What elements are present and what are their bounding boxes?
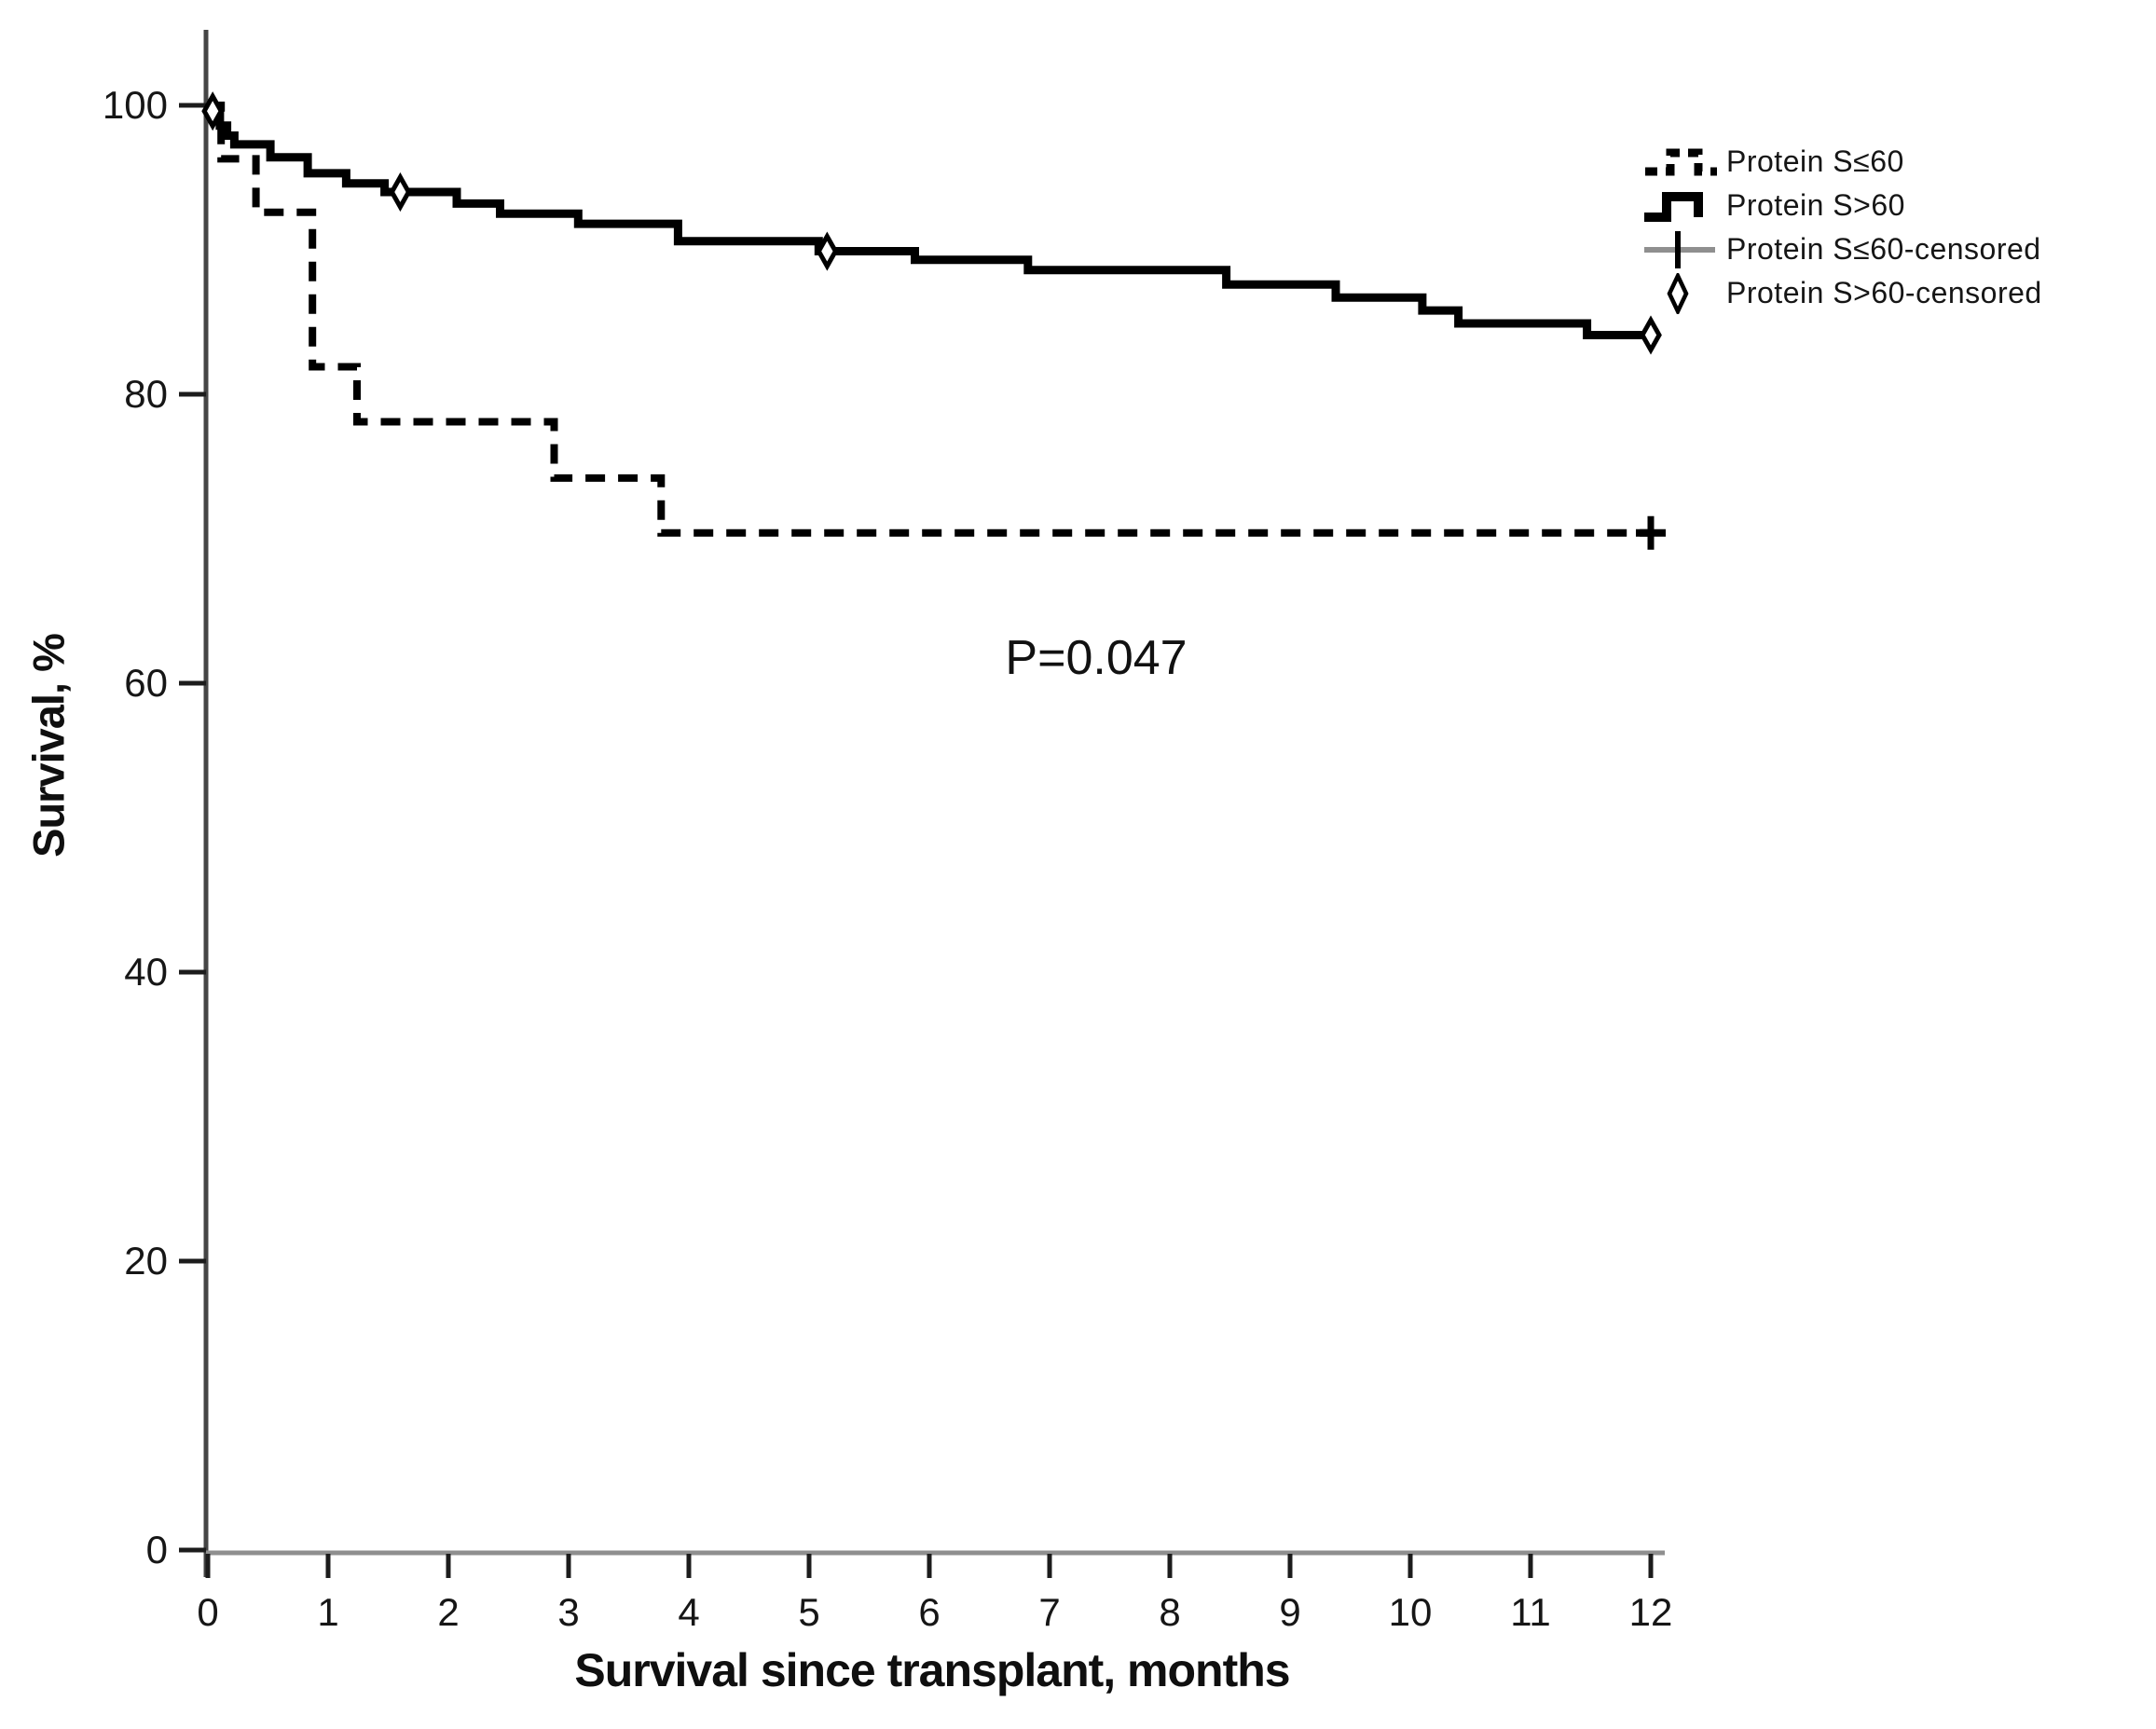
x-tick-label: 5: [798, 1590, 819, 1634]
x-tick-label: 4: [678, 1590, 699, 1634]
x-tick-label: 9: [1279, 1590, 1300, 1634]
x-tick-label: 11: [1510, 1590, 1551, 1634]
y-tick-label: 80: [124, 372, 168, 416]
curve-1-solid: [208, 101, 1651, 339]
y-tick-label: 100: [103, 83, 168, 127]
censor-diamond-marker: [1640, 315, 1662, 355]
x-tick-label: 10: [1389, 1590, 1433, 1634]
solid-step-line-icon: [1644, 191, 1703, 222]
p-value-annotation: P=0.047: [1005, 631, 1188, 685]
dashed-step-line-icon: [1645, 148, 1717, 175]
x-tick-label: 3: [557, 1590, 579, 1634]
x-tick-label: 8: [1159, 1590, 1180, 1634]
legend-label: Protein S>60-censored: [1726, 276, 2042, 309]
legend-label: Protein S≤60: [1726, 144, 1904, 178]
x-tick-label: 12: [1629, 1590, 1673, 1634]
censor-diamond-marker: [201, 91, 225, 131]
x-tick-label: 0: [197, 1590, 218, 1634]
y-tick-label: 0: [146, 1528, 168, 1571]
x-axis-title: Survival since transplant, months: [574, 1644, 1290, 1696]
x-tick-label: 7: [1038, 1590, 1060, 1634]
legend-item-protein-s-gt-60-censored: Protein S>60-censored: [1642, 271, 2042, 315]
legend: Protein S≤60 Protein S>60 Protein S≤60-c…: [1642, 140, 2042, 315]
censor-diamond-marker: [389, 172, 412, 213]
legend-item-protein-s-le-60: Protein S≤60: [1642, 140, 2042, 184]
x-tick-label: 1: [317, 1590, 338, 1634]
curve-0-dashed: [208, 102, 1651, 537]
y-tick-label: 20: [124, 1239, 168, 1283]
censor-diamond-marker: [816, 231, 839, 271]
y-axis-title: Survival, %: [23, 634, 74, 858]
legend-item-protein-s-gt-60: Protein S>60: [1642, 184, 2042, 227]
x-tick-label: 2: [437, 1590, 459, 1634]
legend-label: Protein S>60: [1726, 188, 1905, 222]
y-tick-label: 60: [124, 661, 168, 705]
legend-label: Protein S≤60-censored: [1726, 232, 2041, 266]
x-tick-label: 6: [918, 1590, 940, 1634]
y-tick-label: 40: [124, 950, 168, 994]
diamond-marker-icon: [1667, 272, 1689, 314]
legend-item-protein-s-le-60-censored: Protein S≤60-censored: [1642, 227, 2042, 271]
plus-marker-icon: [1644, 230, 1715, 268]
